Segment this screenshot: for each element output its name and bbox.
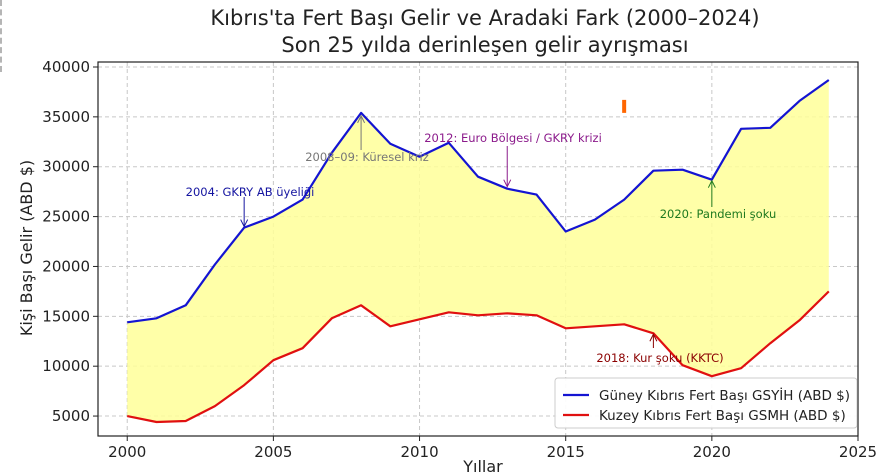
- annotation: 2004: GKRY AB üyeliği: [186, 185, 315, 228]
- gap-fill-layer: [127, 80, 829, 422]
- annotation: 2012: Euro Bölgesi / GKRY krizi: [424, 131, 602, 188]
- x-tick-label: 2000: [108, 443, 146, 461]
- y-tick-label: 15000: [42, 307, 90, 325]
- income-gap-fill: [127, 80, 829, 422]
- highlight-marker: [622, 99, 627, 113]
- legend: Güney Kıbrıs Fert Başı GSYİH (ABD $) Kuze…: [554, 377, 858, 429]
- chart-title: Kıbrıs'ta Fert Başı Gelir ve Aradaki Far…: [210, 6, 759, 30]
- x-tick-label: 2010: [400, 443, 438, 461]
- x-tick-label: 2005: [254, 443, 292, 461]
- annotation: 2018: Kur şoku (KKTC): [596, 333, 724, 365]
- annotation: 2008–09: Küresel kriz: [305, 114, 429, 164]
- annotation-arrow-head: [357, 114, 366, 124]
- annotation-label: 2020: Pandemi şoku: [660, 207, 777, 221]
- y-axis-label: Kişi Başı Gelir (ABD $): [17, 160, 36, 336]
- y-tick-label: 40000: [42, 58, 90, 76]
- plot-frame: [97, 61, 859, 437]
- y-tick-label: 5000: [52, 407, 90, 425]
- legend-label: Güney Kıbrıs Fert Başı GSYİH (ABD $): [599, 386, 850, 404]
- annotation-label: 2018: Kur şoku (KKTC): [596, 351, 723, 365]
- y-tick-label: 20000: [42, 257, 90, 275]
- annotation: 2020: Pandemi şoku: [660, 179, 777, 221]
- annotation-arrow-head: [503, 179, 512, 188]
- x-tick-label: 2020: [693, 443, 731, 461]
- north-cyprus-line: [126, 290, 830, 424]
- annotation-label: 2008–09: Küresel kriz: [305, 150, 429, 164]
- chart-subtitle: Son 25 yılda derinleşen gelir ayrışması: [281, 33, 688, 57]
- legend-box: [554, 377, 858, 429]
- annotation-arrow-head: [707, 179, 716, 188]
- y-tick-label: 10000: [42, 357, 90, 375]
- annotation-label: 2004: GKRY AB üyeliği: [186, 185, 315, 199]
- x-tick-label: 2015: [547, 443, 585, 461]
- dashed-edge-decoration: [0, 0, 2, 72]
- annotation-label: 2012: Euro Bölgesi / GKRY krizi: [424, 131, 602, 145]
- legend-label: Kuzey Kıbrıs Fert Başı GSMH (ABD $): [599, 408, 846, 424]
- y-tick-label: 30000: [42, 158, 90, 176]
- annotation-arrow-head: [240, 219, 249, 228]
- annotation-arrow-head: [649, 333, 658, 342]
- x-tick-label: 2025: [839, 443, 877, 461]
- axes-layer: 2000 2005 2010 2015 2020 2025 5000 10000 15000 20…: [42, 58, 877, 461]
- annotations-layer: 2004: GKRY AB üyeliği 2008–09: Küresel kr…: [186, 99, 777, 365]
- y-tick-label: 35000: [42, 108, 90, 126]
- x-axis-label: Yıllar: [462, 457, 503, 476]
- y-tick-label: 25000: [42, 208, 90, 226]
